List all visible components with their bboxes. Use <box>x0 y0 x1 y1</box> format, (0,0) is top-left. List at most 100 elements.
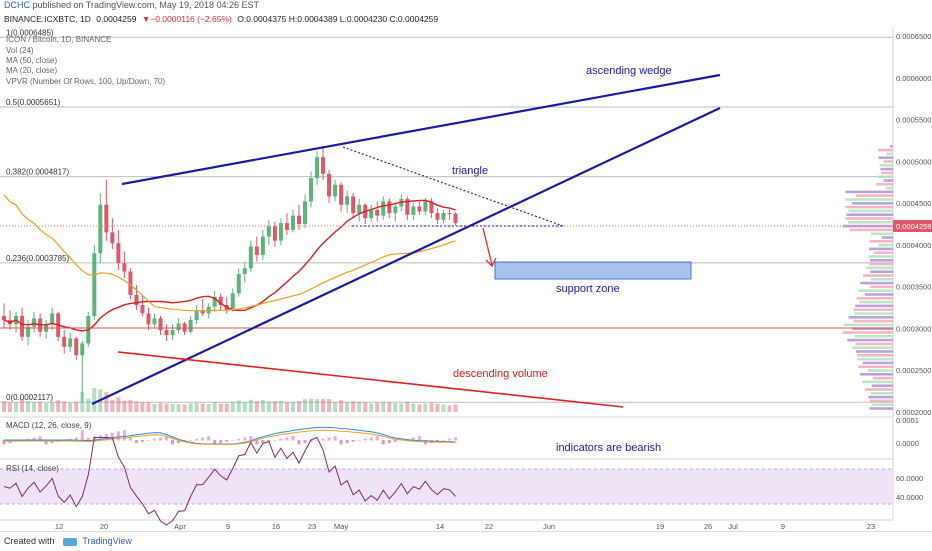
vpvr-row <box>866 266 893 270</box>
candle-body <box>164 330 169 336</box>
tradingview-brand[interactable]: TradingView <box>82 536 132 546</box>
vpvr-row <box>874 251 893 254</box>
candle-body <box>218 296 223 306</box>
macd-histogram-bar <box>261 440 265 444</box>
vpvr-row <box>869 262 893 266</box>
vpvr-row <box>868 369 893 372</box>
volume-bar <box>176 404 181 412</box>
candle-body <box>200 310 205 314</box>
volume-bar <box>14 402 19 412</box>
publish-bar: DCHC published on TradingView.com, May 1… <box>0 0 932 14</box>
vpvr-row <box>845 217 893 220</box>
candle-body <box>315 157 320 179</box>
macd-histogram-bar <box>351 440 355 442</box>
vpvr-row <box>862 380 893 384</box>
time-axis[interactable]: 12 20 Apr 9 16 23 May 14 22 Jun 19 26 Jul 9 23 <box>55 522 875 531</box>
volume-bar <box>284 402 289 412</box>
vpvr-row <box>853 319 893 323</box>
indicators-bearish-label: indicators are bearish <box>556 442 661 454</box>
vpvr-row <box>859 300 893 304</box>
candle-body <box>266 226 271 237</box>
price-tick-1: 0.0006000 <box>896 74 931 83</box>
volume-bar <box>194 402 199 412</box>
triangle-upper-line[interactable] <box>342 146 564 227</box>
volume-bar <box>309 398 314 412</box>
fib-label-3: 0.236(0.0003785) <box>6 254 70 263</box>
macd-histogram-bar <box>267 440 271 442</box>
volume-bar <box>254 401 259 412</box>
vpvr-row <box>871 278 893 281</box>
candle-body <box>68 338 73 347</box>
macd-histogram-bar <box>321 438 325 441</box>
vpvr-row <box>845 190 893 194</box>
time-tick-9: Jun <box>543 522 555 531</box>
volume-bar <box>363 402 368 412</box>
macd-histogram-bar <box>315 440 319 441</box>
created-with: Created with <box>4 536 55 546</box>
volume-bar <box>146 402 151 412</box>
candle-body <box>272 226 277 241</box>
price-tick-3: 0.0005000 <box>896 157 931 166</box>
volume-bar <box>110 399 115 412</box>
triangle-label: triangle <box>452 165 488 177</box>
macd-histogram-bar <box>171 440 175 445</box>
price-tick-7: 0.0003000 <box>896 324 931 333</box>
volume-bar <box>26 401 31 412</box>
vpvr-row <box>885 186 893 190</box>
support-zone-box[interactable] <box>494 261 692 280</box>
time-tick-1: 20 <box>100 522 108 531</box>
volume-bar <box>236 400 241 412</box>
volume-bar <box>321 399 326 412</box>
candle-body <box>92 253 97 316</box>
candle-body <box>74 338 79 356</box>
macd-histogram-bar <box>32 437 36 441</box>
macd-histogram-bar <box>177 440 181 444</box>
volume-bar <box>260 400 265 412</box>
candle-body <box>206 306 211 314</box>
vpvr-row <box>880 167 893 171</box>
candle-body <box>140 305 145 314</box>
volume-bar <box>375 402 380 412</box>
volume-bar <box>140 402 145 412</box>
macd-histogram-bar <box>417 436 421 441</box>
macd-histogram-bar <box>249 436 253 441</box>
rsi-tick-0: 60.0000 <box>896 474 923 483</box>
ascending-wedge-label: ascending wedge <box>586 65 672 77</box>
volume-bar <box>423 403 428 412</box>
vpvr-row <box>869 407 893 410</box>
author-link[interactable]: DCHC <box>4 0 30 10</box>
vpvr-row <box>856 297 893 300</box>
price-tick-0: 0.0006500 <box>896 32 931 41</box>
candle-body <box>104 204 109 233</box>
vpvr-row <box>854 335 893 338</box>
volume-bar <box>164 403 169 412</box>
vpvr-row <box>870 392 893 395</box>
macd-histogram-bar <box>387 440 391 444</box>
price-axis[interactable]: 0.0006500 0.0006000 0.0005500 0.0005000 0.00… <box>896 32 931 417</box>
time-tick-13: 9 <box>781 522 785 531</box>
footer: Created with TradingView <box>0 531 932 551</box>
volume-bar <box>296 401 301 412</box>
macd-histogram-bar <box>454 437 457 441</box>
candle-body <box>212 296 217 307</box>
last-price: 0.0004259 <box>96 14 137 24</box>
candle-body <box>369 209 374 219</box>
vpvr-row <box>855 342 893 346</box>
macd-histogram-bar <box>369 437 373 441</box>
candle-body <box>2 315 6 321</box>
wedge-lower-line[interactable] <box>91 107 721 405</box>
vpvr-row <box>870 232 893 235</box>
descending-volume-line[interactable] <box>117 351 624 408</box>
legend-vol: Vol (24) <box>6 46 34 55</box>
chart-canvas[interactable]: 1(0.0006485) 0.5(0.0005651) 0.382(0.000481… <box>0 0 932 531</box>
ohlc-values: O:0.0004375 H:0.0004389 L:0.0004230 C:0.… <box>237 14 439 24</box>
volume-bar <box>393 403 398 412</box>
vpvr-row <box>868 255 893 258</box>
vpvr-row <box>865 388 893 391</box>
vpvr-row <box>849 228 893 232</box>
wedge-upper-line[interactable] <box>121 73 721 186</box>
candle-body <box>290 215 295 230</box>
vpvr-row <box>883 179 893 182</box>
candle-body <box>441 213 446 220</box>
vpvr-row <box>878 148 893 152</box>
